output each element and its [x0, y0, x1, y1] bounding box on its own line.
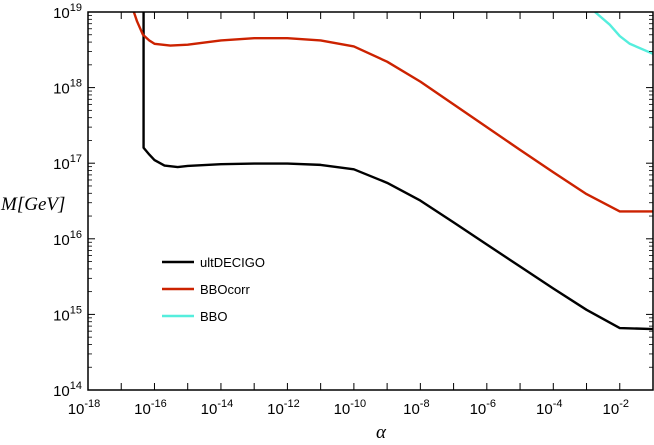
legend-label-ultDECIGO: ultDECIGO — [200, 255, 265, 270]
y-tick-label: 1017 — [53, 153, 82, 173]
y-tick-label: 1018 — [53, 78, 82, 98]
series-layer — [132, 12, 653, 331]
series-line-ultDECIGO — [142, 12, 653, 331]
x-tick-label: 10-8 — [403, 398, 429, 418]
plot-frame — [87, 11, 654, 391]
x-axis-label: α — [376, 422, 387, 443]
tick-layer: 10-18 10-16 10-14 10-12 10-10 10-8 10-6 10-4 10-… — [53, 2, 654, 418]
x-tick-label: 10-16 — [134, 398, 167, 418]
legend: ultDECIGO BBOcorr BBO — [162, 255, 265, 324]
x-tick-label: 10-6 — [470, 398, 496, 418]
y-tick-label: 1015 — [53, 304, 82, 324]
series-line-BBO — [594, 12, 653, 55]
series-line-BBOcorr — [132, 12, 653, 213]
y-tick-label: 1014 — [53, 380, 82, 400]
y-tick-label: 1016 — [53, 229, 82, 249]
x-tick-label: 10-12 — [267, 398, 300, 418]
x-tick-label: 10-2 — [603, 398, 629, 418]
x-tick-label: 10-14 — [201, 398, 234, 418]
x-tick-label: 10-4 — [536, 398, 562, 418]
y-tick-label: 1019 — [53, 2, 82, 22]
legend-label-BBOcorr: BBOcorr — [200, 282, 251, 297]
x-tick-label: 10-18 — [68, 398, 101, 418]
legend-label-BBO: BBO — [200, 309, 227, 324]
y-axis-label: M[GeV] — [0, 194, 65, 215]
x-tick-label: 10-10 — [334, 398, 367, 418]
